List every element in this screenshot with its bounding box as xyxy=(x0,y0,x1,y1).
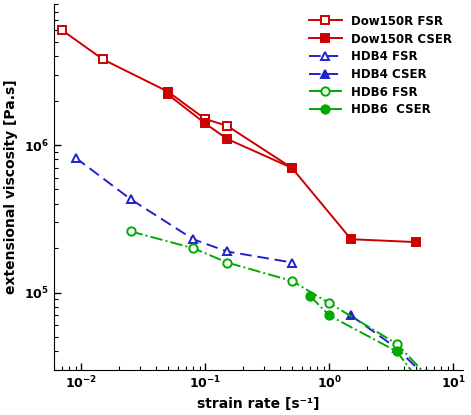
X-axis label: strain rate [s⁻¹]: strain rate [s⁻¹] xyxy=(197,397,320,411)
Y-axis label: extensional viscosity [Pa.s]: extensional viscosity [Pa.s] xyxy=(4,80,18,294)
Legend: Dow150R FSR, Dow150R CSER, HDB4 FSR, HDB4 CSER, HDB6 FSR, HDB6  CSER: Dow150R FSR, Dow150R CSER, HDB4 FSR, HDB… xyxy=(304,10,457,121)
